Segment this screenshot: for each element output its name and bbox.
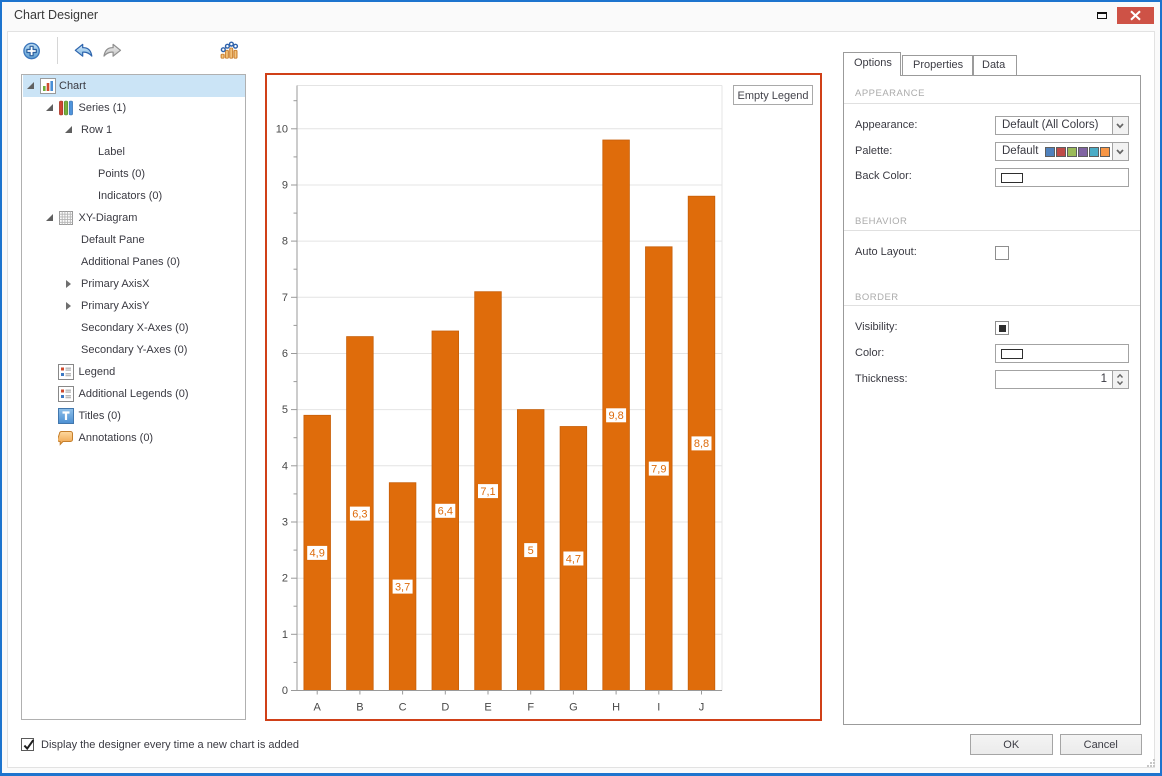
svg-text:D: D: [441, 702, 449, 714]
svg-text:Empty Legend: Empty Legend: [738, 90, 809, 102]
svg-text:10: 10: [276, 123, 288, 135]
svg-text:3: 3: [282, 517, 288, 529]
svg-text:8,8: 8,8: [694, 438, 709, 450]
svg-text:J: J: [699, 702, 705, 714]
svg-text:G: G: [569, 702, 578, 714]
svg-text:7: 7: [282, 292, 288, 304]
svg-text:F: F: [527, 702, 534, 714]
svg-text:4,7: 4,7: [566, 553, 581, 565]
svg-text:4,9: 4,9: [310, 548, 325, 560]
svg-text:4: 4: [282, 460, 288, 472]
svg-text:B: B: [356, 702, 363, 714]
svg-text:C: C: [399, 702, 407, 714]
svg-text:6,4: 6,4: [438, 506, 453, 518]
svg-text:1: 1: [282, 629, 288, 641]
svg-text:7,1: 7,1: [480, 486, 495, 498]
svg-text:9,8: 9,8: [608, 410, 623, 422]
svg-text:E: E: [484, 702, 491, 714]
svg-text:6,3: 6,3: [352, 508, 367, 520]
svg-text:0: 0: [282, 685, 288, 697]
svg-text:2: 2: [282, 573, 288, 585]
svg-text:3,7: 3,7: [395, 581, 410, 593]
svg-text:6: 6: [282, 348, 288, 360]
svg-text:8: 8: [282, 236, 288, 248]
svg-text:I: I: [657, 702, 660, 714]
svg-text:A: A: [314, 702, 322, 714]
svg-text:5: 5: [528, 545, 534, 557]
svg-text:5: 5: [282, 404, 288, 416]
svg-text:7,9: 7,9: [651, 463, 666, 475]
svg-text:H: H: [612, 702, 620, 714]
svg-text:9: 9: [282, 180, 288, 192]
